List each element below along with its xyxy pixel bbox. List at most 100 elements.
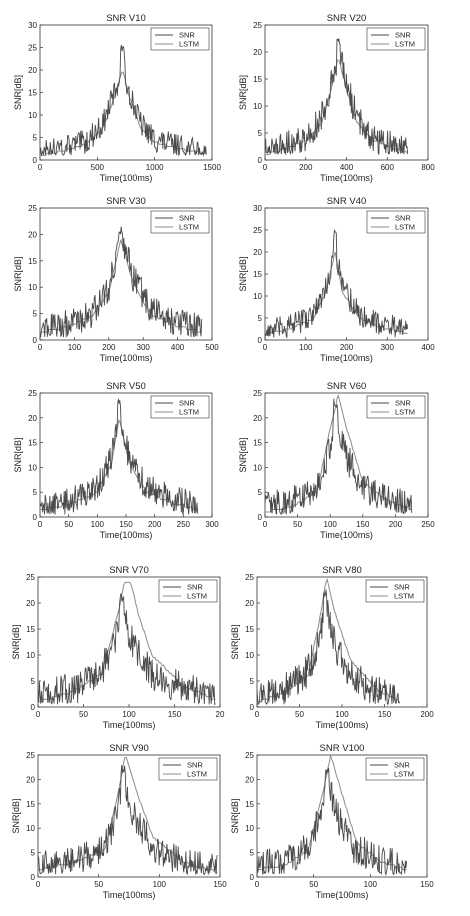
y-tick-label: 25 [253, 21, 262, 30]
x-tick-label: 150 [168, 710, 182, 719]
x-tick-label: 200 [340, 343, 354, 352]
legend-label-snr: SNR [179, 214, 195, 223]
x-tick-label: 150 [378, 710, 392, 719]
x-tick-label: 150 [213, 880, 227, 889]
y-axis-label: SNR[dB] [13, 437, 23, 472]
x-tick-label: 1500 [203, 163, 221, 172]
x-axis-label: Time(100ms) [100, 173, 153, 183]
y-tick-label: 0 [250, 873, 255, 882]
x-tick-label: 200 [389, 520, 403, 529]
x-tick-label: 50 [295, 710, 304, 719]
legend-label-snr: SNR [187, 583, 203, 592]
legend-label-snr: SNR [394, 583, 410, 592]
y-tick-label: 5 [31, 677, 36, 686]
chart-title: SNR V30 [106, 196, 146, 207]
y-tick-label: 15 [253, 270, 262, 279]
snr-chart-panel: 0 500 1000 1500 0 5 10 15 20 25 30 SNR V10 Time(100m… [13, 13, 221, 183]
y-tick-label: 0 [258, 156, 263, 165]
x-tick-label: 100 [299, 343, 313, 352]
y-axis-label: SNR[dB] [11, 798, 21, 833]
y-axis-label: SNR[dB] [13, 256, 23, 291]
y-tick-label: 5 [250, 849, 255, 858]
x-tick-label: 250 [177, 520, 191, 529]
x-tick-label: 0 [263, 343, 268, 352]
x-tick-label: 0 [263, 520, 268, 529]
x-tick-label: 300 [381, 343, 395, 352]
y-tick-label: 20 [245, 599, 254, 608]
snr-chart-panel: 0 50 100 150 200 250 0 5 10 15 20 25 SNR V60 Time(100… [238, 381, 435, 540]
chart-title: SNR V100 [320, 743, 365, 754]
y-tick-label: 0 [31, 873, 36, 882]
y-tick-label: 20 [26, 775, 35, 784]
snr-series-line [257, 767, 408, 876]
snr-series-line [38, 593, 216, 706]
y-tick-label: 25 [28, 204, 37, 213]
x-tick-label: 300 [205, 520, 219, 529]
y-tick-label: 10 [245, 824, 254, 833]
legend-label-snr: SNR [394, 761, 410, 770]
snr-series-line [265, 38, 409, 156]
y-tick-label: 15 [28, 257, 37, 266]
x-tick-label: 100 [364, 880, 378, 889]
snr-series-line [40, 226, 203, 338]
x-tick-label: 150 [356, 520, 370, 529]
snr-chart-panel: 0 100 200 300 400 0 5 10 15 20 25 30 SNR V40 Time(100… [238, 196, 435, 363]
y-tick-label: 20 [28, 414, 37, 423]
y-axis-label: SNR[dB] [238, 437, 248, 472]
snr-series-line [40, 44, 207, 157]
y-tick-label: 5 [31, 849, 36, 858]
y-tick-label: 25 [245, 573, 254, 582]
x-tick-label: 50 [79, 710, 88, 719]
y-axis-label: SNR[dB] [238, 75, 248, 110]
x-tick-label: 100 [335, 710, 349, 719]
x-axis-label: Time(100ms) [100, 530, 153, 540]
legend-label-snr: SNR [179, 399, 195, 408]
x-tick-label: 500 [91, 163, 105, 172]
x-axis-label: Time(100ms) [103, 720, 156, 730]
x-tick-label: 250 [421, 520, 435, 529]
chart-title: SNR V20 [327, 13, 367, 24]
x-tick-label: 0 [38, 343, 43, 352]
y-tick-label: 10 [253, 292, 262, 301]
legend-label-snr: SNR [395, 399, 411, 408]
snr-chart-panel: 0 50 100 150 0 5 10 15 20 25 SNR V90 Time(100ms) SNR… [11, 743, 227, 900]
x-tick-label: 0 [255, 880, 260, 889]
x-tick-label: 20 [216, 710, 225, 719]
y-tick-label: 5 [250, 677, 255, 686]
snr-chart-panel: 0 50 100 150 0 5 10 15 20 25 SNR V100 Time(100ms) SN… [230, 743, 434, 900]
x-tick-label: 400 [340, 163, 354, 172]
y-tick-label: 0 [31, 703, 36, 712]
y-axis-label: SNR[dB] [13, 75, 23, 110]
y-tick-label: 25 [26, 751, 35, 760]
x-tick-label: 300 [137, 343, 151, 352]
x-axis-label: Time(100ms) [320, 530, 373, 540]
y-tick-label: 5 [258, 314, 263, 323]
legend-label-lstm: LSTM [395, 40, 415, 49]
y-tick-label: 5 [33, 310, 38, 319]
x-axis-label: Time(100ms) [103, 890, 156, 900]
legend-label-lstm: LSTM [395, 223, 415, 232]
x-tick-label: 100 [153, 880, 167, 889]
y-tick-label: 20 [28, 230, 37, 239]
y-tick-label: 10 [26, 824, 35, 833]
y-tick-label: 25 [28, 44, 37, 53]
y-tick-label: 15 [245, 800, 254, 809]
y-tick-label: 0 [250, 703, 255, 712]
lstm-series-line [38, 756, 218, 873]
y-tick-label: 20 [28, 66, 37, 75]
x-tick-label: 0 [263, 163, 268, 172]
y-tick-label: 15 [26, 625, 35, 634]
chart-title: SNR V90 [109, 743, 149, 754]
y-tick-label: 30 [28, 21, 37, 30]
x-tick-label: 200 [420, 710, 434, 719]
x-tick-label: 50 [293, 520, 302, 529]
y-tick-label: 10 [28, 283, 37, 292]
x-tick-label: 600 [381, 163, 395, 172]
snr-series-line [257, 589, 401, 706]
y-tick-label: 15 [253, 439, 262, 448]
y-tick-label: 25 [253, 226, 262, 235]
